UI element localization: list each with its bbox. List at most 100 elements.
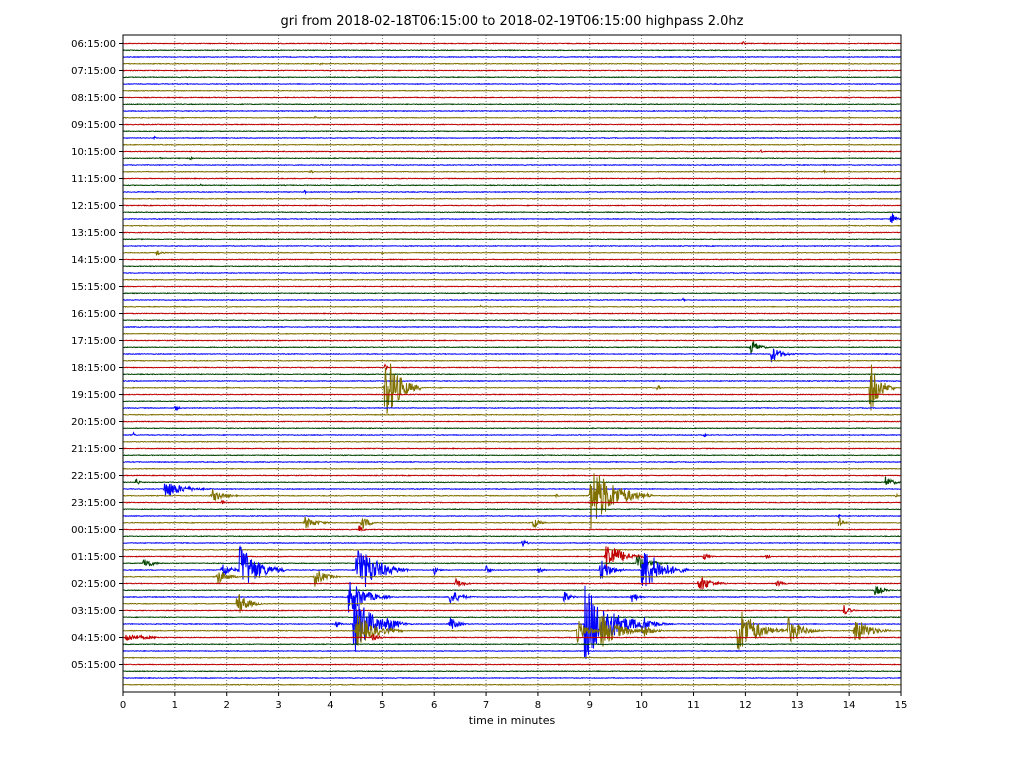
trace-line: [122, 546, 902, 572]
trace-line: [122, 373, 902, 376]
trace-line: [122, 379, 902, 383]
x-axis-label: time in minutes: [469, 714, 556, 727]
trace-line: [122, 89, 902, 92]
plot-frame: [122, 34, 902, 693]
x-tick-label: 8: [535, 700, 541, 711]
trace-line: [122, 238, 902, 241]
trace-line: [122, 115, 902, 120]
y-tick-label: 02:15:00: [71, 579, 116, 590]
x-tick-label: 14: [843, 700, 856, 711]
y-tick-label: 18:15:00: [71, 363, 116, 374]
trace-line: [122, 339, 902, 342]
trace-line: [122, 96, 902, 99]
trace-line: [122, 634, 902, 642]
y-tick-label: 13:15:00: [71, 228, 116, 239]
trace-line: [122, 49, 902, 52]
trace-line: [122, 55, 902, 59]
trace-line: [122, 62, 902, 66]
trace-line: [122, 514, 902, 519]
x-tick-label: 15: [895, 700, 908, 711]
trace-line: [122, 400, 902, 403]
trace-line: [122, 431, 902, 438]
trace-line: [122, 183, 902, 187]
y-tick-label: 04:15:00: [71, 633, 116, 644]
trace-line: [122, 297, 902, 303]
trace-line: [122, 544, 902, 587]
x-tick-label: 7: [483, 700, 489, 711]
trace-line: [122, 525, 902, 533]
trace-line: [122, 163, 902, 167]
y-tick-label: 15:15:00: [71, 282, 116, 293]
trace-line: [122, 363, 902, 414]
trace-line: [122, 143, 902, 146]
trace-line: [122, 476, 902, 485]
trace-line: [122, 604, 902, 615]
trace-line: [122, 169, 902, 175]
x-tick-label: 10: [635, 700, 648, 711]
y-tick-label: 10:15:00: [71, 147, 116, 158]
trace-line: [122, 231, 902, 234]
trace-line: [122, 332, 902, 335]
trace-line: [122, 405, 902, 412]
trace-line: [122, 359, 902, 362]
trace-line: [122, 594, 902, 613]
trace-line: [122, 473, 902, 529]
trace-line: [122, 483, 902, 497]
trace-line: [122, 427, 902, 430]
trace-line: [122, 211, 902, 214]
x-tick-label: 6: [431, 700, 437, 711]
trace-line: [122, 676, 902, 680]
y-tick-label: 14:15:00: [71, 255, 116, 266]
trace-line: [122, 499, 902, 505]
trace-line: [122, 611, 902, 650]
trace-line: [122, 683, 902, 686]
trace-line: [122, 156, 902, 161]
y-tick-label: 08:15:00: [71, 93, 116, 104]
trace-line: [122, 76, 902, 79]
trace-line: [122, 548, 902, 551]
trace-line: [122, 130, 902, 133]
x-tick-label: 12: [739, 700, 752, 711]
trace-line: [122, 643, 902, 646]
x-tick-label: 3: [275, 700, 281, 711]
trace-line: [122, 292, 902, 295]
trace-line: [122, 516, 902, 529]
trace-line: [122, 341, 902, 354]
x-tick-label: 0: [120, 700, 126, 711]
trace-line: [122, 670, 902, 673]
y-tick-label: 12:15:00: [71, 201, 116, 212]
trace-line: [122, 244, 902, 248]
y-tick-label: 11:15:00: [71, 174, 116, 185]
y-tick-label: 19:15:00: [71, 390, 116, 401]
y-tick-label: 16:15:00: [71, 309, 116, 320]
trace-line: [122, 649, 902, 653]
trace-line: [122, 467, 902, 470]
trace-line: [122, 663, 902, 666]
trace-line: [122, 204, 902, 207]
y-tick-label: 21:15:00: [71, 444, 116, 455]
trace-line: [122, 454, 902, 457]
y-tick-label: 03:15:00: [71, 606, 116, 617]
trace-line: [122, 656, 902, 659]
trace-line: [122, 109, 902, 113]
y-tick-label: 00:15:00: [71, 525, 116, 536]
trace-line: [122, 258, 902, 261]
trace-line: [122, 250, 902, 256]
y-tick-label: 06:15:00: [71, 39, 116, 50]
trace-line: [122, 555, 902, 569]
trace-line: [122, 319, 902, 322]
trace-line: [122, 189, 902, 195]
x-tick-label: 5: [379, 700, 385, 711]
trace-line: [122, 271, 902, 275]
chart-title: gri from 2018-02-18T06:15:00 to 2018-02-…: [281, 14, 744, 29]
y-tick-label: 01:15:00: [71, 552, 116, 563]
trace-line: [122, 82, 902, 86]
trace-line: [122, 447, 902, 450]
trace-line: [122, 393, 902, 396]
trace-line: [122, 278, 902, 281]
trace-line: [122, 177, 902, 180]
trace-line: [122, 41, 902, 45]
